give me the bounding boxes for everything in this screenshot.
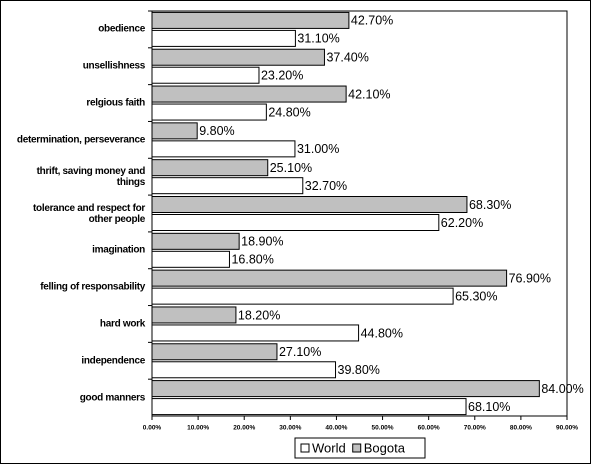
bar	[151, 214, 440, 231]
value-label: 18.20%	[238, 308, 280, 322]
bar	[151, 122, 198, 140]
value-label: 31.10%	[297, 32, 339, 46]
bar	[151, 196, 468, 213]
x-tick-label: 40.00%	[325, 425, 347, 432]
value-label: 31.00%	[297, 142, 339, 156]
y-tick-label: obedience	[98, 23, 145, 35]
value-label: 68.30%	[469, 198, 511, 212]
x-tick-label: 50.00%	[372, 425, 394, 432]
value-label: 44.80%	[361, 326, 403, 340]
bar	[151, 140, 296, 158]
value-label: 24.80%	[268, 105, 310, 119]
bar	[151, 159, 269, 177]
x-tick-label: 70.00%	[464, 425, 486, 432]
value-label: 62.20%	[441, 216, 483, 230]
value-label: 25.10%	[270, 161, 312, 175]
value-label: 65.30%	[455, 289, 497, 303]
bar	[151, 324, 360, 342]
bar	[151, 361, 337, 379]
y-tick-label: felling of responsability	[40, 281, 145, 293]
y-tick-label: relgious faith	[86, 97, 145, 109]
bar	[151, 306, 237, 324]
value-label: 27.10%	[279, 345, 321, 359]
y-tick-label: independence	[81, 355, 145, 367]
bar	[151, 232, 240, 250]
bar	[151, 29, 296, 47]
bar	[151, 66, 260, 84]
value-label: 16.80%	[231, 253, 273, 267]
bar	[151, 287, 454, 305]
x-tick-label: 80.00%	[510, 425, 532, 432]
bar	[151, 11, 350, 29]
value-label: 18.90%	[241, 235, 283, 249]
value-label: 42.70%	[351, 14, 393, 28]
value-label: 37.40%	[326, 51, 368, 65]
bar	[151, 398, 467, 416]
bar	[151, 48, 325, 66]
x-tick-label: 10.00%	[187, 425, 209, 432]
y-tick-label: determination, perseverance	[16, 134, 145, 146]
bar	[151, 343, 278, 361]
bar	[151, 250, 230, 268]
y-tick-label: imagination	[92, 244, 145, 256]
y-tick-label: good manners	[79, 392, 146, 404]
y-tick-label: unsellishness	[82, 60, 146, 72]
value-label: 76.90%	[509, 271, 551, 285]
x-tick-label: 30.00%	[279, 425, 301, 432]
value-label: 42.10%	[348, 87, 390, 101]
value-label: 32.70%	[305, 179, 347, 193]
bar	[151, 103, 267, 121]
x-tick-label: 20.00%	[233, 425, 255, 432]
legend-label: World	[312, 440, 346, 455]
y-tick-label: tolerance and respect for other people	[33, 202, 145, 225]
value-label: 23.20%	[261, 69, 303, 83]
x-tick-label: 0.00%	[143, 425, 162, 432]
legend-swatch	[352, 443, 362, 453]
x-tick-label: 60.00%	[418, 425, 440, 432]
value-label: 39.80%	[338, 363, 380, 377]
bar	[151, 380, 540, 398]
value-label: 68.10%	[468, 400, 510, 414]
bar	[151, 85, 347, 103]
y-tick-label: thrift, saving money and things	[36, 165, 146, 188]
bar	[151, 177, 304, 195]
bar	[151, 269, 508, 287]
legend-label: Bogota	[364, 440, 406, 455]
legend: World Bogota	[294, 437, 426, 459]
value-label: 9.80%	[199, 124, 234, 138]
y-tick-label: hard work	[99, 318, 145, 330]
value-label: 84.00%	[541, 382, 583, 396]
legend-swatch	[300, 443, 310, 453]
x-tick-label: 90.00%	[556, 425, 578, 432]
